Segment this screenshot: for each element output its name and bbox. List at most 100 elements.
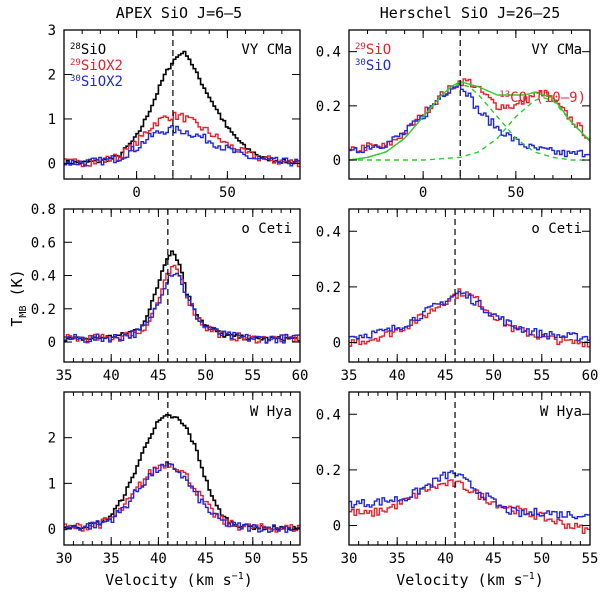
x-axis-label-apex-main: Velocity (km s	[105, 571, 231, 589]
panel-vy-cma-apex-legend-29siox2: 29SiOX2	[70, 58, 123, 74]
panel-o-ceti-apex-xtick-label: 40	[103, 368, 120, 384]
panel-o-ceti-apex: 35 40 45 50 55 60 0 0.2 0.4 0.6 0.8 o Ceti	[31, 202, 309, 384]
panel-vy-cma-herschel-legend-label: SiO	[366, 58, 391, 74]
panel-w-hya-herschel-xtick-label: 55	[582, 551, 599, 567]
panel-o-ceti-apex-star-name: o Ceti	[241, 221, 292, 237]
panel-w-hya-herschel: 30 35 40 45 50 55 0 0.2 0.4 W Hya	[316, 391, 599, 567]
panel-o-ceti-herschel-xtick-label: 60	[582, 368, 599, 384]
panel-vy-cma-apex-legend-28sio: 28SiO	[70, 42, 106, 58]
panel-vy-cma-herschel-legend-isotope: 29	[355, 42, 366, 52]
panel-vy-cma-herschel-annotation-label: CO (10–9)	[510, 90, 586, 106]
panel-vy-cma-herschel-series-gaussian-fit-sum	[349, 81, 590, 161]
panel-o-ceti-apex-xtick-label: 50	[197, 368, 214, 384]
column-title-herschel: Herschel SiO J=26–25	[380, 4, 561, 22]
panel-o-ceti-apex-xtick-label: 60	[292, 368, 309, 384]
panel-o-ceti-herschel: 35 40 45 50 55 60 0 0.2 0.4 o Ceti	[316, 208, 599, 384]
panel-vy-cma-herschel-legend-isotope: 30	[355, 58, 366, 68]
panel-w-hya-apex-xtick-label: 50	[244, 551, 261, 567]
x-axis-label-herschel-main: Velocity (km s	[396, 571, 522, 589]
panel-vy-cma-apex-plot-area	[64, 50, 300, 168]
panel-w-hya-apex-plot-area	[64, 413, 300, 533]
panel-o-ceti-herschel-star-name: o Ceti	[531, 221, 582, 237]
panel-vy-cma-apex-legend-label: SiOX2	[81, 74, 123, 90]
x-axis-label-apex-sup: −1	[232, 571, 244, 582]
panel-o-ceti-apex-series-28sio	[64, 250, 300, 342]
panel-vy-cma-apex-ytick-label: 2	[48, 67, 56, 83]
panel-vy-cma-herschel-ytick-label: 0.4	[316, 45, 341, 61]
panel-vy-cma-apex-ytick-label: 3	[48, 23, 56, 39]
panel-vy-cma-herschel-series-30sio	[349, 83, 590, 158]
panel-w-hya-herschel-plot-area	[349, 470, 590, 534]
panel-w-hya-apex-series-30sio-x2	[64, 461, 300, 533]
panel-o-ceti-apex-ytick-label: 0.2	[31, 302, 56, 318]
panel-w-hya-apex-star-name: W Hya	[250, 404, 292, 420]
panel-w-hya-apex-xtick-label: 45	[197, 551, 214, 567]
panel-w-hya-apex-xtick-label: 40	[150, 551, 167, 567]
panel-vy-cma-apex-legend-isotope: 30	[70, 74, 81, 84]
panel-vy-cma-herschel-annotation-13co: 13CO (10–9)	[499, 90, 586, 106]
panel-o-ceti-herschel-plot-area	[349, 288, 590, 348]
panel-w-hya-apex-xtick-label: 35	[103, 551, 120, 567]
panel-o-ceti-herschel-xtick-label: 55	[533, 368, 550, 384]
panel-vy-cma-apex-ytick-label: 0	[48, 156, 56, 172]
panel-o-ceti-apex-ytick-label: 0.4	[31, 269, 56, 285]
panel-vy-cma-apex-star-name: VY CMa	[241, 42, 292, 58]
panel-w-hya-herschel-xtick-label: 35	[389, 551, 406, 567]
panel-o-ceti-herschel-xtick-label: 50	[485, 368, 502, 384]
panel-vy-cma-apex-legend-30siox2: 30SiOX2	[70, 74, 123, 90]
panel-vy-cma-herschel-annotation-isotope: 13	[499, 90, 510, 100]
panel-o-ceti-herschel-xtick-label: 40	[389, 368, 406, 384]
panel-vy-cma-herschel-series-gaussian-fit-2	[349, 97, 590, 161]
panel-w-hya-apex-ytick-label: 1	[48, 476, 56, 492]
panel-vy-cma-herschel-star-name: VY CMa	[531, 42, 582, 58]
panel-vy-cma-apex-ytick-label: 1	[48, 112, 56, 128]
x-axis-label-apex: Velocity (km s−1)	[105, 571, 253, 589]
panel-w-hya-herschel-xtick-label: 50	[533, 551, 550, 567]
x-axis-label-herschel-end: )	[535, 571, 544, 589]
panel-o-ceti-apex-frame	[63, 208, 301, 363]
y-axis-label-main: T	[8, 318, 26, 327]
panel-vy-cma-apex-legend-label: SiO	[81, 42, 106, 58]
panel-vy-cma-herschel-plot-area	[349, 78, 590, 161]
panel-w-hya-herschel-ytick-label: 0	[333, 519, 341, 535]
panel-w-hya-apex-ytick-label: 0	[48, 522, 56, 538]
y-axis-label: TMB (K)	[8, 269, 29, 326]
panel-w-hya-apex-xtick-label: 30	[56, 551, 73, 567]
panel-vy-cma-apex-legend-isotope: 28	[70, 42, 81, 52]
panel-o-ceti-herschel-ytick-label: 0	[333, 336, 341, 352]
panel-w-hya-herschel-star-name: W Hya	[540, 404, 582, 420]
panel-w-hya-herschel-ytick-label: 0.2	[316, 463, 341, 479]
panel-o-ceti-herschel-xtick-label: 45	[437, 368, 454, 384]
panel-o-ceti-apex-xtick-label: 45	[150, 368, 167, 384]
panel-w-hya-herschel-series-29sio	[349, 479, 590, 534]
panel-w-hya-apex-series-28sio	[64, 413, 300, 531]
panel-vy-cma-herschel-ytick-label: 0	[333, 153, 341, 169]
panel-vy-cma-apex-xtick-label: 0	[132, 185, 140, 201]
panel-o-ceti-apex-ytick-label: 0.6	[31, 235, 56, 251]
panel-vy-cma-apex-frame	[63, 29, 301, 180]
panel-vy-cma-herschel-ytick-label: 0.2	[316, 99, 341, 115]
panel-vy-cma-herschel-legend-29sio: 29SiO	[355, 42, 391, 58]
panel-vy-cma-apex-xtick-label: 50	[219, 185, 236, 201]
panel-vy-cma-apex-legend-label: SiOX2	[81, 58, 123, 74]
panel-vy-cma-apex-series-30sio-x2	[64, 125, 300, 167]
panel-o-ceti-apex-xtick-label: 35	[56, 368, 73, 384]
y-axis-label-unit: (K)	[8, 269, 26, 305]
panel-o-ceti-herschel-series-30sio	[349, 290, 590, 342]
panel-vy-cma-herschel-frame	[348, 29, 591, 180]
panel-w-hya-apex-series-29sio-x2	[64, 460, 300, 533]
panel-o-ceti-herschel-frame	[348, 208, 591, 363]
panel-w-hya-apex: 30 35 40 45 50 55 0 1 2 W Hya	[48, 391, 308, 567]
panel-o-ceti-apex-series-29sio-x2	[64, 264, 300, 344]
panel-w-hya-apex-frame	[63, 391, 301, 546]
panel-o-ceti-herschel-ytick-label: 0.2	[316, 280, 341, 296]
column-title-apex: APEX SiO J=6–5	[116, 4, 242, 22]
panel-w-hya-herschel-ytick-label: 0.4	[316, 407, 341, 423]
panel-vy-cma-apex-legend-isotope: 29	[70, 58, 81, 68]
x-axis-label-herschel: Velocity (km s−1)	[396, 571, 544, 589]
panel-o-ceti-apex-ytick-label: 0	[48, 335, 56, 351]
panel-w-hya-apex-ytick-label: 2	[48, 431, 56, 447]
panel-o-ceti-herschel-ytick-label: 0.4	[316, 224, 341, 240]
panel-o-ceti-herschel-xtick-label: 35	[341, 368, 358, 384]
